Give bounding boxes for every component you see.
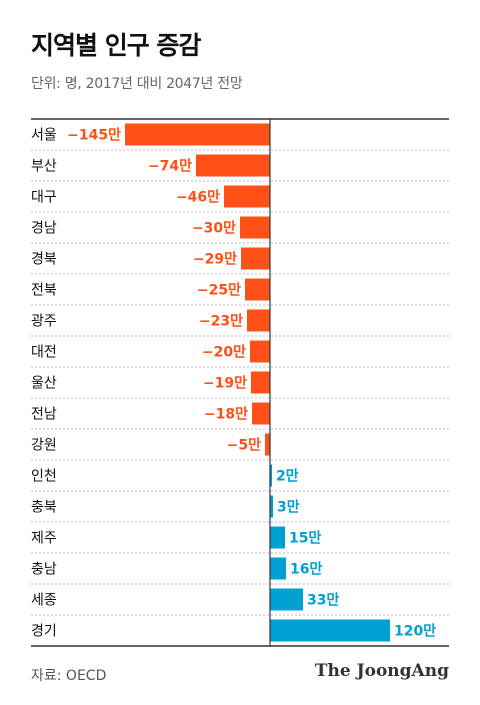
- chart-subtitle: 단위: 명, 2017년 대비 2047년 전망: [31, 76, 243, 92]
- data-label: 2만: [276, 469, 299, 485]
- category-label: 충남: [31, 562, 57, 578]
- data-label: −5만: [227, 438, 261, 454]
- category-label: 대구: [31, 190, 57, 206]
- bar: [241, 247, 270, 270]
- bar: [252, 402, 270, 425]
- bar: [270, 495, 273, 518]
- data-label: −23만: [199, 314, 243, 330]
- category-label: 전북: [31, 283, 57, 299]
- data-label: −18만: [204, 407, 248, 423]
- category-label: 울산: [31, 376, 57, 392]
- category-label: 강원: [31, 438, 57, 454]
- category-label: 부산: [31, 159, 57, 175]
- category-label: 인천: [31, 469, 57, 485]
- bar: [250, 340, 270, 363]
- data-label: −74만: [148, 159, 192, 175]
- bar: [251, 371, 270, 394]
- data-label: −25만: [197, 283, 241, 299]
- data-label: −145만: [67, 128, 121, 144]
- source-note: 자료: OECD: [31, 668, 107, 684]
- bar: [270, 588, 303, 611]
- bar: [270, 557, 286, 580]
- category-label: 전남: [31, 407, 57, 423]
- brand-logo: The JoongAng: [314, 661, 449, 681]
- data-label: 16만: [290, 562, 322, 578]
- chart-title: 지역별 인구 증감: [31, 31, 201, 60]
- data-label: −30만: [192, 221, 236, 237]
- category-label: 충북: [31, 500, 57, 516]
- category-label: 제주: [31, 531, 57, 547]
- category-label: 광주: [31, 314, 57, 330]
- bar: [265, 433, 270, 456]
- category-label: 경북: [31, 252, 57, 268]
- category-label: 세종: [31, 593, 57, 609]
- data-label: 15만: [289, 531, 321, 547]
- category-label: 경기: [31, 624, 57, 640]
- bar: [270, 619, 390, 642]
- data-label: 3만: [277, 500, 300, 516]
- bar: [247, 309, 270, 332]
- bar: [270, 526, 285, 549]
- category-label: 대전: [31, 345, 57, 361]
- bar: [270, 464, 272, 487]
- data-label: 120만: [394, 624, 436, 640]
- category-label: 경남: [31, 221, 57, 237]
- data-label: −19만: [203, 376, 247, 392]
- bar: [245, 278, 270, 301]
- bar: [224, 185, 270, 208]
- bar: [196, 154, 270, 177]
- data-label: −29만: [193, 252, 237, 268]
- bar: [240, 216, 270, 239]
- category-label: 서울: [31, 128, 57, 144]
- data-label: −20만: [202, 345, 246, 361]
- data-label: 33만: [307, 593, 339, 609]
- data-label: −46만: [176, 190, 220, 206]
- bar: [125, 123, 270, 146]
